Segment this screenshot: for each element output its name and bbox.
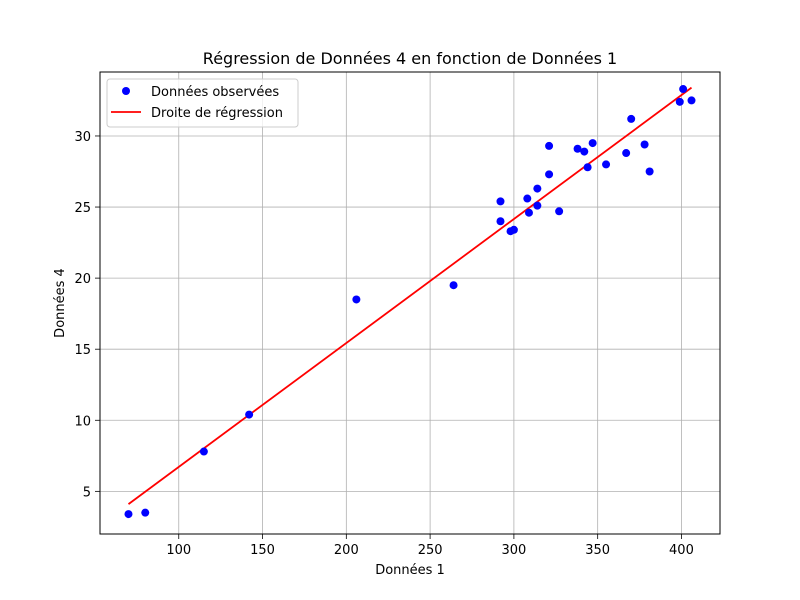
y-tick-label: 15 xyxy=(74,343,91,358)
legend-label-observed: Données observées xyxy=(151,85,279,100)
plot-series xyxy=(124,85,696,519)
data-point xyxy=(524,208,533,217)
legend-label-regression: Droite de régression xyxy=(151,106,283,121)
x-tick-label: 150 xyxy=(250,543,275,558)
data-point xyxy=(622,149,631,158)
y-tick-label: 5 xyxy=(83,485,91,500)
data-point xyxy=(679,85,688,94)
data-point xyxy=(545,141,554,150)
legend-marker-observed xyxy=(122,87,130,95)
y-axis-label: Données 4 xyxy=(53,268,68,338)
x-axis-label: Données 1 xyxy=(375,563,445,578)
x-tick-label: 200 xyxy=(334,543,359,558)
data-point xyxy=(687,96,696,105)
data-point xyxy=(496,217,505,226)
data-point xyxy=(533,201,542,210)
data-point xyxy=(523,194,532,203)
grid xyxy=(100,72,720,534)
data-point xyxy=(449,281,458,290)
y-tick-label: 10 xyxy=(74,414,91,429)
y-tick-label: 25 xyxy=(74,201,91,216)
x-tick-label: 100 xyxy=(166,543,191,558)
data-point xyxy=(545,170,554,179)
data-point xyxy=(573,144,582,153)
chart-title: Régression de Données 4 en fonction de D… xyxy=(203,49,617,68)
regression-line xyxy=(127,86,693,505)
data-point xyxy=(141,508,150,517)
data-point xyxy=(199,447,208,456)
data-point xyxy=(496,197,505,206)
data-point xyxy=(533,184,542,193)
data-point xyxy=(583,163,592,172)
data-point xyxy=(602,160,611,169)
data-point xyxy=(627,114,636,123)
data-point xyxy=(675,97,684,106)
data-point xyxy=(509,225,518,234)
legend: Données observées Droite de régression xyxy=(106,78,299,128)
data-point xyxy=(588,139,597,148)
data-point xyxy=(124,510,133,519)
data-point xyxy=(352,295,361,304)
x-tick-label: 250 xyxy=(418,543,443,558)
data-point xyxy=(580,147,589,156)
y-tick-label: 20 xyxy=(74,272,91,287)
legend-box xyxy=(106,78,299,128)
plot-frame xyxy=(99,71,721,535)
x-tick-label: 350 xyxy=(585,543,610,558)
data-point xyxy=(645,167,654,176)
y-tick-label: 30 xyxy=(74,130,91,145)
x-tick-label: 300 xyxy=(501,543,526,558)
data-point xyxy=(640,140,649,149)
x-tick-label: 400 xyxy=(669,543,694,558)
data-point xyxy=(245,410,254,419)
data-point xyxy=(555,207,564,216)
axis-ticks: 100 150 200 250 300 350 400 5 10 15 20 25 30 xyxy=(74,130,693,558)
